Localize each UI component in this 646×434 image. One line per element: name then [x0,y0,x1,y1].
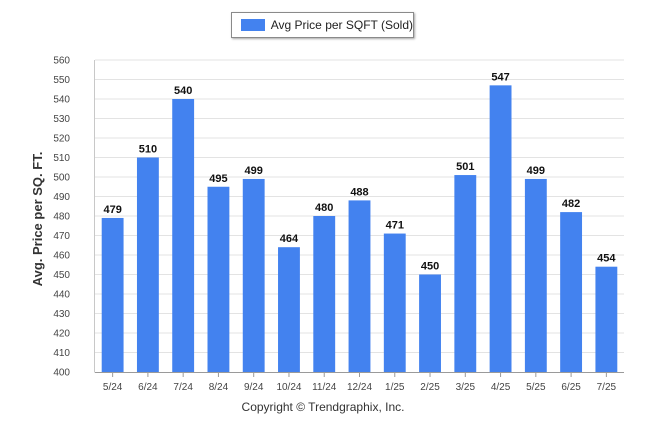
data-label: 450 [421,261,439,273]
y-tick-label: 540 [53,95,70,106]
x-tick-label: 4/25 [491,382,511,393]
bar [524,178,547,372]
y-tick-labels: 400 410 420 430 440 450 460 470 480 490 500 510 520 5… [53,56,70,379]
x-tick-label: 5/24 [103,382,123,393]
legend-swatch [241,19,265,31]
y-tick-label: 550 [53,75,70,86]
bar [348,200,371,372]
data-label: 454 [597,253,616,265]
data-label: 482 [562,198,580,210]
y-tick-label: 420 [53,329,70,340]
bar [454,175,477,372]
legend-label: Avg Price per SQFT (Sold) [270,18,413,32]
x-tick-label: 7/25 [597,382,617,393]
x-tick-label: 11/24 [312,382,337,393]
bar [489,85,512,372]
y-tick-label: 530 [53,114,70,125]
x-tick-label: 9/24 [244,382,264,393]
y-tick-label: 520 [53,134,70,145]
x-tick-label: 2/25 [420,382,440,393]
data-label: 471 [386,220,404,232]
x-tick-label: 7/24 [173,382,193,393]
y-tick-label: 470 [53,231,70,242]
bar [313,216,336,372]
y-tick-label: 500 [53,173,70,184]
data-label: 480 [315,202,333,214]
y-tick-label: 430 [53,309,70,320]
y-tick-label: 440 [53,290,70,301]
x-tick-label: 8/24 [209,382,229,393]
x-tick-label: 1/25 [385,382,405,393]
bar [207,186,230,372]
bar [172,99,195,372]
y-tick-label: 480 [53,212,70,223]
data-label: 499 [527,165,545,177]
x-tick-label: 12/24 [347,382,372,393]
data-label: 464 [280,233,299,245]
bar [136,157,159,372]
data-label: 547 [491,71,509,83]
x-tick-label: 6/25 [561,382,581,393]
x-tick-label: 6/24 [138,382,158,393]
bar [101,217,124,372]
bar [595,266,618,372]
x-tick-label: 10/24 [276,382,301,393]
y-tick-label: 510 [53,153,70,164]
y-axis-title: Avg. Price per SQ. FT. [30,152,45,287]
y-tick-label: 490 [53,192,70,203]
bar [278,247,300,372]
data-labels: 479 510 540 495 499 464 480 488 471 450 501 547 499 4… [103,71,616,272]
data-label: 510 [139,144,157,156]
bars [101,85,618,372]
y-tick-label: 560 [53,56,70,67]
y-tick-label: 410 [53,348,70,359]
bar [383,233,406,372]
copyright-credit: Copyright © Trendgraphix, Inc. [241,400,405,414]
x-tick-label: 5/25 [526,382,546,393]
legend: Avg Price per SQFT (Sold) [231,12,414,38]
data-label: 479 [103,204,121,216]
bar [419,274,441,372]
x-tick-labels: 5/24 6/24 7/24 8/24 9/24 10/24 11/24 12/24 1/25 2… [103,373,617,393]
x-tick-label: 3/25 [456,382,476,393]
data-label: 488 [350,186,368,198]
y-tick-label: 450 [53,270,70,281]
data-label: 495 [209,173,227,185]
y-tick-label: 400 [53,368,70,379]
data-label: 499 [245,165,263,177]
data-label: 540 [174,85,192,97]
axes [94,60,624,373]
bar [560,212,583,372]
y-tick-label: 460 [53,251,70,262]
bar [242,178,265,372]
data-label: 501 [456,161,474,173]
